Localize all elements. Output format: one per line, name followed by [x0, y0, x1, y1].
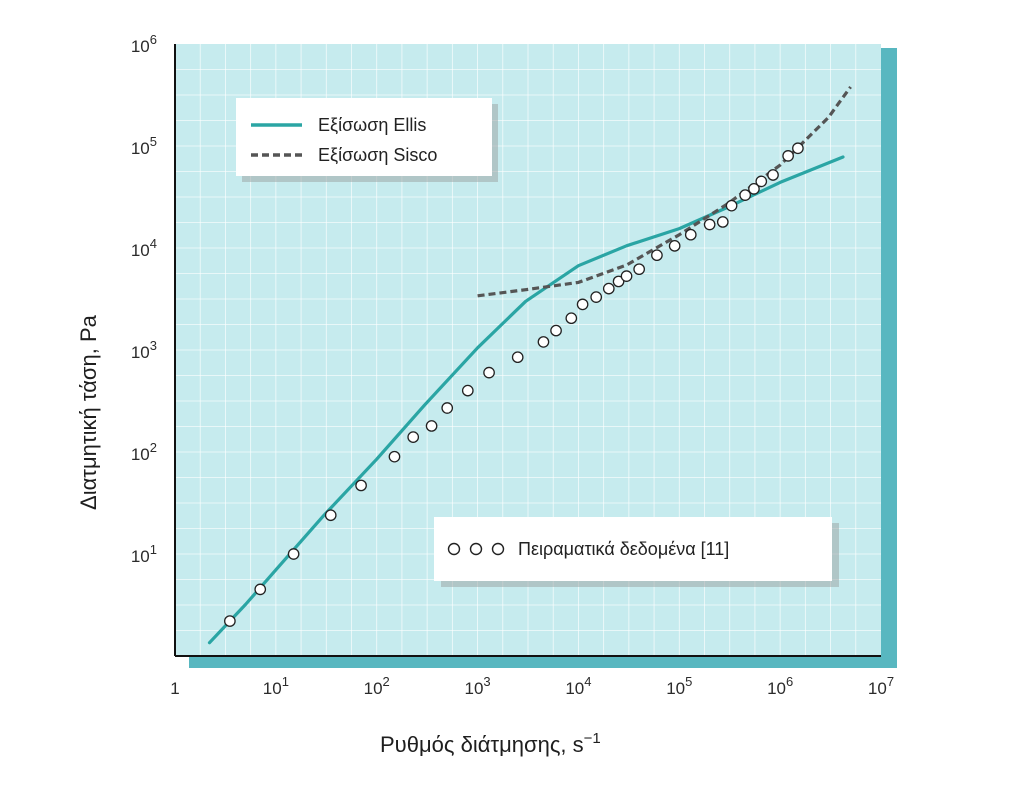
y-tick-label: 103 [131, 338, 157, 362]
x-axis-title-text: Ρυθμός διάτμησης, s [380, 732, 584, 757]
data-point [388, 450, 401, 463]
legend-top: Εξίσωση Ellis Εξίσωση Sisco [236, 98, 498, 182]
data-point [684, 228, 697, 241]
data-point [602, 282, 615, 295]
data-point [324, 509, 337, 522]
data-point [483, 366, 495, 379]
y-axis-title: Διατμητική τάση, Pa [76, 314, 101, 510]
data-point [565, 312, 578, 325]
legend-marker [491, 542, 505, 556]
x-tick-label: 104 [565, 674, 591, 698]
y-tick-base: 10 [131, 139, 150, 158]
data-point [755, 175, 768, 188]
data-point [224, 615, 236, 627]
x-tick-exp: 3 [483, 674, 490, 689]
y-tick-base: 10 [131, 445, 150, 464]
data-point [767, 169, 779, 181]
y-tick-exp: 1 [150, 542, 157, 557]
x-tick-base: 1 [170, 679, 179, 698]
data-point [703, 218, 716, 231]
x-tick-base: 10 [464, 679, 483, 698]
data-point [537, 336, 550, 348]
x-tick-base: 10 [364, 679, 383, 698]
legend-marker [469, 542, 483, 556]
x-axis-title: Ρυθμός διάτμησης, s−1 [380, 730, 601, 757]
y-tick-label: 106 [131, 32, 157, 56]
x-tick-base: 10 [666, 679, 685, 698]
data-point [576, 298, 589, 311]
data-point [739, 189, 752, 201]
series-line-sisco [477, 85, 852, 298]
data-point [287, 548, 300, 560]
data-point [725, 199, 738, 212]
legend-sisco-label: Εξίσωση Sisco [318, 145, 437, 165]
data-point [355, 479, 367, 492]
y-tick-label: 101 [131, 542, 157, 566]
data-point [792, 142, 804, 155]
data-point [550, 324, 562, 337]
x-tick-label: 107 [868, 674, 894, 698]
x-tick-exp: 2 [383, 674, 390, 689]
x-tick-label: 1 [170, 679, 179, 698]
x-tick-base: 10 [868, 679, 887, 698]
y-tick-base: 10 [131, 37, 150, 56]
x-tick-base: 10 [767, 679, 786, 698]
data-point [511, 351, 524, 364]
y-tick-label: 104 [131, 236, 157, 260]
data-point [407, 431, 420, 443]
data-point [633, 263, 646, 276]
x-axis-title-sup: −1 [584, 730, 601, 747]
y-tick-base: 10 [131, 547, 150, 566]
x-tick-labels: 1 101 102 103 104 105 106 107 [170, 674, 894, 698]
data-point [425, 420, 438, 432]
y-tick-base: 10 [131, 241, 150, 260]
x-tick-exp: 4 [584, 674, 591, 689]
x-tick-label: 103 [464, 674, 490, 698]
data-point [441, 402, 454, 414]
data-point [668, 239, 681, 252]
series-line-ellis [207, 155, 845, 645]
y-tick-exp: 3 [150, 338, 157, 353]
x-tick-exp: 5 [685, 674, 692, 689]
y-tick-exp: 4 [150, 236, 157, 251]
x-tick-exp: 1 [282, 674, 289, 689]
data-point [461, 384, 474, 397]
legend-bottom: Πειραματικά δεδομένα [11] [434, 517, 839, 587]
x-tick-label: 106 [767, 674, 793, 698]
x-tick-label: 101 [263, 674, 289, 698]
x-tick-base: 10 [263, 679, 282, 698]
data-point [748, 183, 760, 195]
x-tick-label: 105 [666, 674, 692, 698]
y-tick-exp: 6 [150, 32, 157, 47]
y-tick-base: 10 [131, 343, 150, 362]
data-point [254, 583, 267, 596]
y-tick-exp: 2 [150, 440, 157, 455]
legend-data-label: Πειραματικά δεδομένα [11] [518, 539, 729, 559]
x-tick-exp: 7 [887, 674, 894, 689]
x-tick-exp: 6 [786, 674, 793, 689]
data-point [782, 150, 794, 162]
series-layer [207, 85, 852, 645]
legend-marker [447, 542, 461, 556]
legend-top-box [236, 98, 492, 176]
data-point [716, 216, 729, 228]
legend-ellis-label: Εξίσωση Ellis [318, 115, 426, 135]
x-tick-base: 10 [565, 679, 584, 698]
y-tick-label: 105 [131, 134, 157, 158]
data-point [612, 275, 625, 288]
data-point [651, 249, 663, 262]
x-tick-label: 102 [364, 674, 390, 698]
data-point [620, 270, 633, 282]
y-tick-label: 102 [131, 440, 157, 464]
y-tick-exp: 5 [150, 134, 157, 149]
data-point [590, 291, 603, 303]
